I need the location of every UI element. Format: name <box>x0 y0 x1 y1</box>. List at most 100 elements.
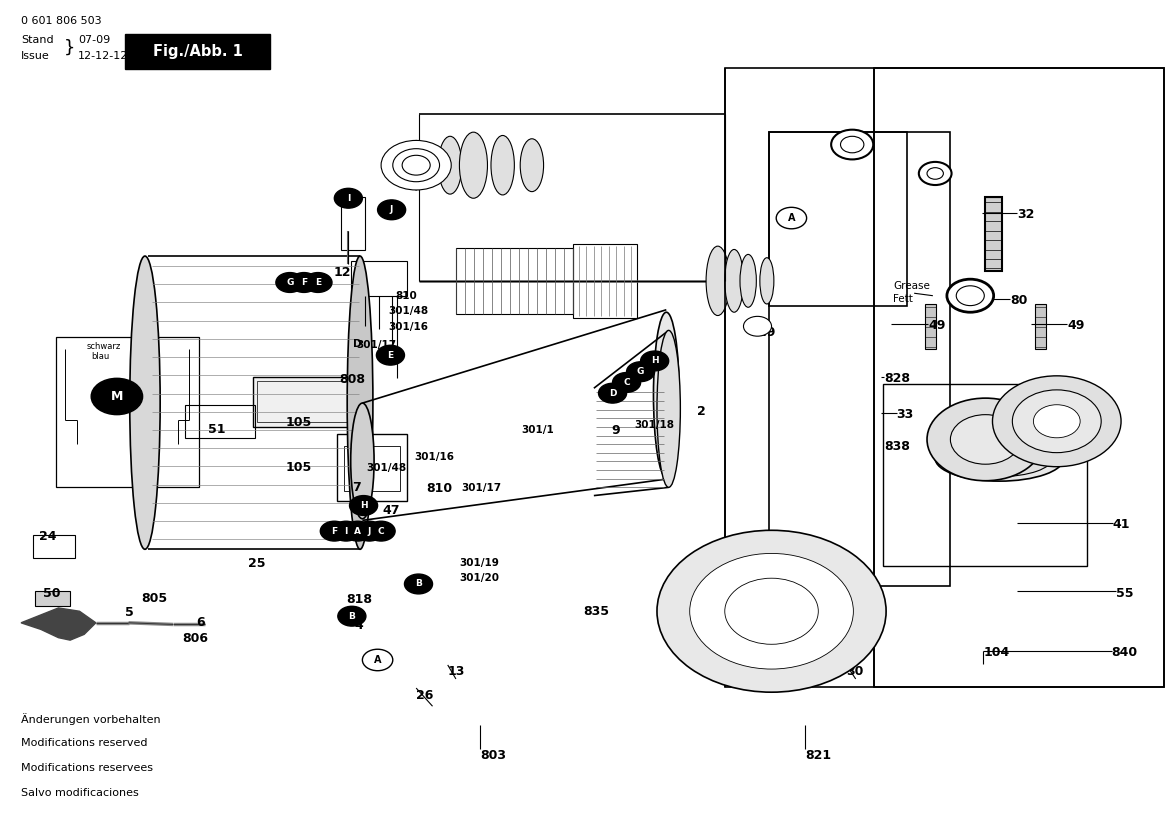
Ellipse shape <box>351 403 374 519</box>
Bar <box>456 248 573 314</box>
Circle shape <box>927 398 1044 481</box>
Text: Issue: Issue <box>21 51 50 61</box>
Circle shape <box>350 496 378 515</box>
Text: E: E <box>380 353 387 363</box>
Text: Salvo modificaciones: Salvo modificaciones <box>21 788 139 798</box>
Circle shape <box>393 149 440 182</box>
Circle shape <box>402 155 430 175</box>
Text: I: I <box>347 194 350 202</box>
Text: C: C <box>378 527 385 535</box>
Text: 821: 821 <box>805 749 831 762</box>
Circle shape <box>657 530 886 692</box>
Bar <box>1035 304 1046 349</box>
Circle shape <box>320 521 348 541</box>
Text: 803: 803 <box>480 749 506 762</box>
Bar <box>351 261 407 296</box>
Text: Grease: Grease <box>893 281 931 291</box>
Text: 35: 35 <box>1051 408 1068 421</box>
Text: 105: 105 <box>285 416 311 430</box>
Text: H: H <box>651 357 658 365</box>
Circle shape <box>927 168 943 179</box>
FancyBboxPatch shape <box>125 34 270 69</box>
Text: 29: 29 <box>758 325 775 339</box>
Text: 2: 2 <box>697 405 705 418</box>
Text: E: E <box>387 351 394 359</box>
Bar <box>253 377 358 427</box>
Bar <box>769 132 907 306</box>
Ellipse shape <box>657 330 680 487</box>
Ellipse shape <box>130 256 160 549</box>
Text: 4: 4 <box>354 619 362 632</box>
Bar <box>725 68 1164 687</box>
Text: 51: 51 <box>208 423 226 436</box>
Text: 805: 805 <box>141 591 167 605</box>
Circle shape <box>355 521 383 541</box>
Text: Modifications reserved: Modifications reserved <box>21 738 147 748</box>
Text: 12-12-12: 12-12-12 <box>78 51 129 61</box>
Bar <box>337 434 407 501</box>
Text: 24: 24 <box>39 530 56 544</box>
Circle shape <box>613 373 641 392</box>
Text: M: M <box>111 390 123 403</box>
Text: B: B <box>415 580 422 588</box>
Text: G: G <box>637 368 644 376</box>
Ellipse shape <box>520 139 544 192</box>
Bar <box>341 197 365 250</box>
Text: 26: 26 <box>416 689 434 702</box>
Text: 808: 808 <box>339 373 365 386</box>
Text: 33: 33 <box>897 408 914 421</box>
Circle shape <box>627 362 655 382</box>
Circle shape <box>362 649 393 671</box>
Bar <box>925 304 936 349</box>
Text: 104: 104 <box>983 646 1009 659</box>
Text: 810: 810 <box>427 482 452 495</box>
Text: 49: 49 <box>928 319 946 332</box>
Circle shape <box>599 383 627 403</box>
Text: Fett: Fett <box>893 294 913 304</box>
Text: 301/17: 301/17 <box>357 340 396 350</box>
Text: 301/20: 301/20 <box>459 573 499 583</box>
Circle shape <box>841 136 864 153</box>
Text: A: A <box>788 213 795 223</box>
Ellipse shape <box>706 246 729 316</box>
Bar <box>33 535 75 558</box>
Text: 47: 47 <box>382 504 400 517</box>
Text: 49: 49 <box>1067 319 1085 332</box>
Text: 25: 25 <box>248 557 265 570</box>
Text: 40: 40 <box>701 576 719 589</box>
Text: J: J <box>368 527 371 535</box>
Text: 45: 45 <box>985 439 1003 453</box>
Text: 30: 30 <box>846 665 864 678</box>
Bar <box>874 68 1164 687</box>
Text: Stand: Stand <box>21 35 54 45</box>
Circle shape <box>1012 390 1101 453</box>
Text: 12: 12 <box>333 266 351 279</box>
Text: 41: 41 <box>1113 518 1130 531</box>
Ellipse shape <box>760 258 774 304</box>
Text: 6: 6 <box>196 616 205 629</box>
Text: 838: 838 <box>884 440 909 453</box>
Text: 301/17: 301/17 <box>462 483 502 493</box>
Text: 80: 80 <box>1010 294 1028 307</box>
Text: 0 601 806 503: 0 601 806 503 <box>21 16 102 26</box>
Ellipse shape <box>459 132 487 198</box>
Text: 55: 55 <box>1116 586 1134 600</box>
Text: 07-09: 07-09 <box>78 35 111 45</box>
Bar <box>769 132 950 586</box>
Text: D: D <box>609 389 616 397</box>
Ellipse shape <box>947 440 1052 477</box>
Text: D: D <box>353 339 361 349</box>
Text: 5: 5 <box>125 606 133 620</box>
Text: 806: 806 <box>182 632 208 645</box>
Text: 835: 835 <box>583 605 609 618</box>
Text: Änderungen vorbehalten: Änderungen vorbehalten <box>21 713 160 724</box>
Text: A: A <box>374 655 381 665</box>
Circle shape <box>919 162 952 185</box>
Circle shape <box>276 273 304 292</box>
Circle shape <box>338 606 366 626</box>
Text: 810: 810 <box>395 291 417 301</box>
Bar <box>985 197 1002 271</box>
Ellipse shape <box>653 312 679 477</box>
Text: 840: 840 <box>1112 646 1137 659</box>
Text: 27: 27 <box>714 559 732 572</box>
